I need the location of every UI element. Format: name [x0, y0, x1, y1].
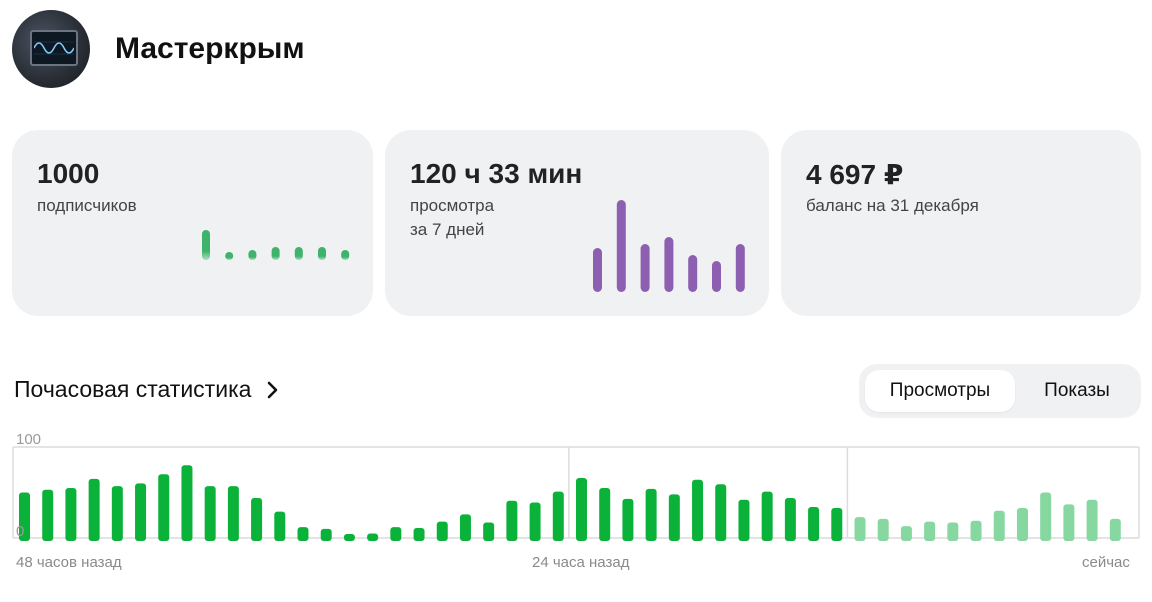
hourly-bar[interactable]	[459, 514, 471, 541]
hourly-bar[interactable]	[622, 498, 634, 541]
hourly-bar[interactable]	[297, 527, 309, 541]
hourly-bar[interactable]	[506, 500, 518, 541]
balance-value: 4 697 ₽	[806, 159, 904, 190]
avatar[interactable]	[12, 10, 90, 88]
hourly-bar[interactable]	[111, 486, 123, 541]
x-label-24h: 24 часа назад	[532, 554, 630, 571]
hourly-bar[interactable]	[1016, 507, 1028, 541]
hourly-bar[interactable]	[808, 507, 820, 541]
hourly-bar[interactable]	[367, 533, 379, 541]
hourly-bar[interactable]	[761, 491, 773, 541]
hourly-bar-chart: 100 0	[12, 431, 1140, 542]
hourly-bar[interactable]	[877, 518, 889, 541]
hourly-bar[interactable]	[181, 465, 193, 541]
hourly-bar[interactable]	[529, 502, 541, 541]
views-mini-bar	[664, 237, 674, 292]
hourly-bar[interactable]	[251, 497, 263, 541]
views-mini-chart	[593, 200, 745, 292]
hourly-bar[interactable]	[738, 499, 750, 541]
views-mini-bar	[616, 200, 626, 292]
hourly-bar[interactable]	[645, 488, 657, 541]
hourly-bar[interactable]	[668, 494, 680, 541]
hourly-bar[interactable]	[88, 478, 100, 541]
hourly-bar[interactable]	[227, 486, 239, 541]
hourly-bar[interactable]	[1063, 504, 1075, 541]
subscribers-mini-bar	[248, 250, 257, 260]
hourly-bar[interactable]	[390, 527, 402, 541]
hourly-bar[interactable]	[158, 474, 170, 541]
subscribers-mini-bar	[271, 247, 280, 260]
channel-header: Мастеркрым	[12, 10, 305, 88]
metric-switch: Просмотры Показы	[859, 364, 1141, 418]
hourly-bar[interactable]	[947, 522, 959, 541]
subscribers-value: 1000	[37, 158, 100, 189]
subscribers-mini-bar	[294, 247, 303, 260]
subscribers-mini-bar	[225, 252, 234, 260]
hourly-bar[interactable]	[320, 528, 332, 541]
views-mini-bar	[640, 244, 650, 292]
hourly-bar[interactable]	[413, 527, 425, 541]
subscribers-mini-bar	[341, 250, 350, 260]
hourly-bar[interactable]	[483, 522, 495, 541]
hourly-bar[interactable]	[1086, 499, 1098, 541]
balance-card[interactable]: 4 697 ₽ баланс на 31 декабря	[781, 130, 1141, 316]
subscribers-mini-bar	[318, 247, 326, 260]
y-tick-label: 0	[16, 523, 24, 540]
views-mini-bar	[593, 248, 602, 292]
hourly-bar[interactable]	[552, 491, 564, 541]
hourly-bar[interactable]	[993, 510, 1005, 541]
channel-name: Мастеркрым	[115, 32, 305, 65]
hourly-bar[interactable]	[784, 497, 796, 541]
subscribers-caption: подписчиков	[37, 196, 137, 215]
hourly-bar[interactable]	[831, 507, 843, 541]
views-mini-bar	[712, 261, 721, 292]
oscilloscope-icon	[30, 30, 78, 66]
hourly-bar[interactable]	[576, 477, 587, 541]
hourly-bar[interactable]	[42, 489, 54, 541]
hourly-bar[interactable]	[924, 521, 936, 541]
views-mini-bar	[735, 244, 745, 292]
hourly-bar[interactable]	[135, 483, 147, 541]
hourly-bar[interactable]	[19, 492, 30, 542]
tab-views[interactable]: Просмотры	[865, 370, 1015, 412]
subscribers-card[interactable]: 1000 подписчиков	[12, 130, 373, 316]
subscribers-mini-bar	[202, 230, 210, 260]
x-label-now: сейчас	[1082, 554, 1130, 571]
hourly-bar[interactable]	[970, 520, 982, 541]
hourly-bar[interactable]	[274, 511, 286, 541]
tab-impressions[interactable]: Показы	[1044, 380, 1110, 401]
hourly-bar[interactable]	[692, 479, 704, 541]
hourly-bar[interactable]	[854, 517, 866, 541]
balance-caption: баланс на 31 декабря	[806, 196, 979, 215]
views-caption-line2: за 7 дней	[410, 220, 485, 239]
hourly-bar[interactable]	[1109, 518, 1121, 541]
chevron-right-icon	[268, 381, 278, 398]
hourly-bar[interactable]	[900, 526, 912, 541]
hourly-stats-title: Почасовая статистика	[14, 376, 252, 402]
hourly-bar[interactable]	[715, 484, 727, 541]
hourly-bar[interactable]	[436, 521, 448, 541]
hourly-bar[interactable]	[1040, 492, 1052, 542]
views-caption: просмотра за 7 дней	[410, 194, 494, 242]
hourly-bar[interactable]	[343, 534, 355, 541]
hourly-bar[interactable]	[599, 487, 611, 541]
views-value: 120 ч 33 мин	[410, 158, 583, 189]
hourly-bar[interactable]	[65, 487, 77, 541]
summary-cards: 1000 подписчиков 120 ч 33 мин просмотра …	[12, 130, 1141, 316]
subscribers-mini-chart	[202, 230, 350, 260]
y-tick-label: 100	[16, 431, 41, 448]
views-mini-bar	[688, 255, 698, 292]
x-label-48h: 48 часов назад	[16, 554, 122, 571]
views-card[interactable]: 120 ч 33 мин просмотра за 7 дней	[385, 130, 769, 316]
hourly-bar[interactable]	[204, 486, 216, 541]
hourly-stats-link[interactable]: Почасовая статистика	[14, 376, 279, 403]
views-caption-line1: просмотра	[410, 196, 495, 215]
